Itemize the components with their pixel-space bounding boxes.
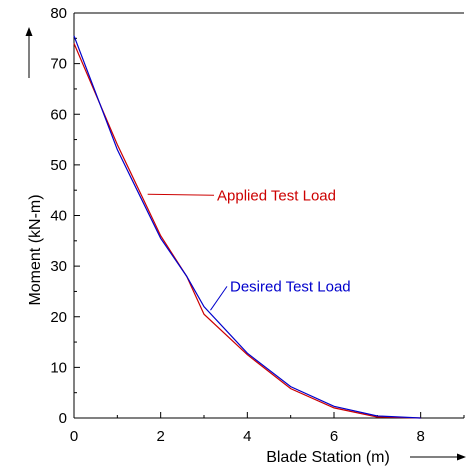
y-tick-label: 70 (50, 56, 67, 73)
y-tick-label: 30 (50, 258, 67, 275)
annotation-leader-line (210, 286, 228, 311)
annotation-leader-line (147, 193, 215, 196)
x-tick-label: 4 (243, 428, 251, 445)
x-tick-label: 6 (330, 428, 338, 445)
annotation-label: Desired Test Load (230, 278, 351, 295)
y-tick-label: 0 (59, 410, 67, 427)
y-tick-label: 50 (50, 157, 67, 174)
y-tick-label: 20 (50, 309, 67, 326)
y-axis-title: Moment (kN-m) (27, 194, 44, 305)
y-tick-label: 10 (50, 359, 67, 376)
x-axis-title: Blade Station (m) (266, 449, 390, 466)
y-axis-arrow (25, 27, 33, 78)
y-axis-title-group: Moment (kN-m) (27, 194, 44, 305)
y-tick-label: 40 (50, 208, 67, 225)
x-axis-arrow (410, 453, 466, 461)
series-line-applied (73, 43, 421, 419)
y-tick-label: 80 (50, 5, 67, 22)
x-tick-label: 2 (156, 428, 164, 445)
y-tick-label: 60 (50, 106, 67, 123)
x-tick-label: 8 (416, 428, 424, 445)
series-line-desired (73, 35, 421, 419)
x-tick-label: 0 (70, 428, 78, 445)
annotation-label: Applied Test Load (217, 187, 336, 204)
